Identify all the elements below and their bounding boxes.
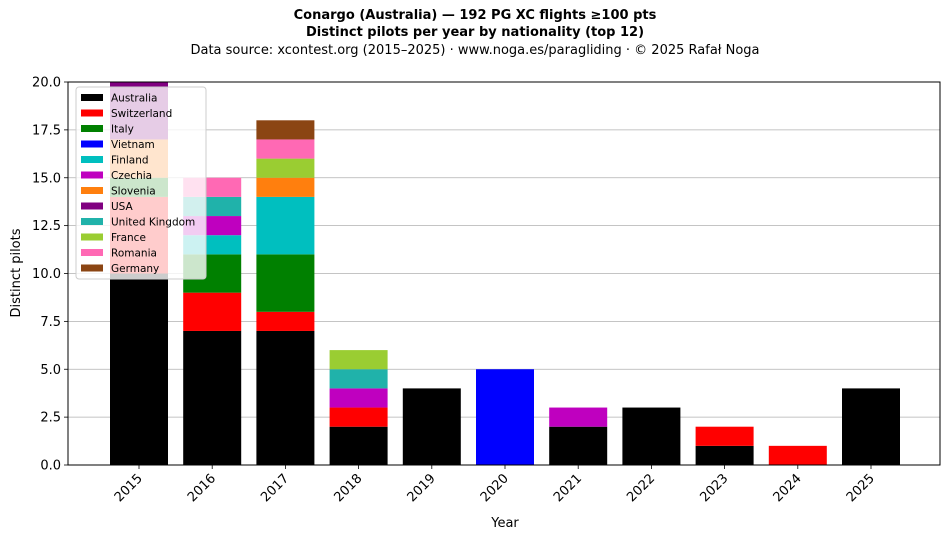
bar-segment-vietnam bbox=[476, 369, 534, 465]
legend-swatch bbox=[81, 202, 103, 210]
y-tick-label: 20.0 bbox=[32, 76, 61, 91]
x-tick-label: 2021 bbox=[551, 471, 585, 505]
legend-swatch bbox=[81, 140, 103, 148]
bar-segment-romania bbox=[256, 139, 315, 159]
y-tick-label: 0.0 bbox=[40, 459, 61, 474]
legend-swatch bbox=[81, 94, 103, 101]
bar-segment-australia bbox=[695, 445, 754, 465]
legend-swatch bbox=[81, 233, 103, 241]
bar-segment-australia bbox=[329, 426, 388, 465]
x-tick-label: 2017 bbox=[258, 471, 292, 505]
chart-title: Conargo (Australia) — 192 PG XC flights … bbox=[293, 8, 657, 23]
legend-label: United Kingdom bbox=[111, 217, 195, 229]
bar-segment-czechia bbox=[549, 407, 608, 427]
bar-segment-australia bbox=[110, 273, 168, 465]
x-tick-label: 2024 bbox=[771, 471, 805, 505]
legend-label: Czechia bbox=[111, 170, 152, 182]
bar-segment-france bbox=[256, 158, 315, 178]
y-tick-label: 2.5 bbox=[40, 411, 61, 426]
x-tick-label: 2015 bbox=[112, 471, 146, 505]
legend-label: Australia bbox=[111, 93, 157, 105]
legend-swatch bbox=[81, 156, 103, 163]
y-tick-label: 7.5 bbox=[40, 315, 61, 330]
bar-segment-switzerland bbox=[183, 292, 242, 331]
y-tick-label: 12.5 bbox=[32, 219, 61, 234]
x-tick-label: 2022 bbox=[624, 471, 658, 505]
legend: Australia Switzerland Italy Vietnam Finland C… bbox=[75, 86, 207, 280]
x-tick-label: 2016 bbox=[185, 471, 219, 505]
legend-label: France bbox=[111, 232, 146, 244]
legend-swatch bbox=[81, 187, 103, 194]
x-tick-label: 2025 bbox=[844, 471, 878, 505]
bar-segment-switzerland bbox=[695, 426, 754, 446]
legend-swatch bbox=[81, 109, 103, 117]
y-tick-label: 5.0 bbox=[40, 363, 61, 378]
x-tick-label: 2023 bbox=[697, 471, 731, 505]
legend-swatch bbox=[81, 125, 103, 132]
legend-label: Germany bbox=[111, 263, 159, 275]
legend-label: Switzerland bbox=[111, 108, 172, 120]
y-tick-label: 10.0 bbox=[32, 267, 61, 282]
bar-segment-australia bbox=[256, 330, 315, 465]
legend-label: USA bbox=[111, 201, 134, 213]
bar-segment-united-kingdom bbox=[329, 369, 388, 389]
x-tick-label: 2019 bbox=[405, 471, 439, 505]
bar-segment-france bbox=[329, 350, 388, 370]
bar-segment-australia bbox=[622, 407, 681, 465]
bar-segment-slovenia bbox=[256, 177, 315, 197]
plot-frame bbox=[67, 81, 941, 466]
legend-label: Romania bbox=[111, 248, 157, 260]
legend-swatch bbox=[81, 218, 103, 225]
bar-segment-switzerland bbox=[329, 407, 388, 427]
legend-label: Italy bbox=[111, 124, 134, 136]
bar-segment-australia bbox=[183, 330, 242, 465]
legend-swatch bbox=[81, 171, 103, 179]
bar-segment-czechia bbox=[329, 388, 388, 408]
x-axis-label: Year bbox=[490, 516, 519, 531]
x-tick-label: 2018 bbox=[331, 471, 365, 505]
legend-swatch bbox=[81, 249, 103, 256]
bar-segment-finland bbox=[256, 196, 315, 255]
y-tick-label: 17.5 bbox=[32, 123, 61, 138]
legend-label: Slovenia bbox=[111, 186, 156, 198]
legend-label: Finland bbox=[111, 155, 149, 167]
chart-subtitle: Distinct pilots per year by nationality … bbox=[305, 25, 645, 40]
y-tick-label: 15.0 bbox=[32, 171, 61, 186]
bar-segment-italy bbox=[256, 254, 315, 312]
legend-label: Vietnam bbox=[111, 139, 155, 151]
y-axis-label: Distinct pilots bbox=[9, 228, 24, 317]
bar-segment-switzerland bbox=[768, 445, 827, 465]
bar-segment-germany bbox=[256, 120, 315, 140]
legend-swatch bbox=[81, 264, 103, 272]
bar-segment-australia bbox=[402, 388, 461, 465]
legend-box bbox=[75, 86, 207, 280]
bar-segment-switzerland bbox=[256, 311, 315, 331]
bar-segment-australia bbox=[842, 388, 900, 465]
bar-segment-australia bbox=[549, 426, 608, 465]
chart-source: Data source: xcontest.org (2015–2025) · … bbox=[190, 43, 760, 58]
x-tick-label: 2020 bbox=[478, 471, 512, 505]
